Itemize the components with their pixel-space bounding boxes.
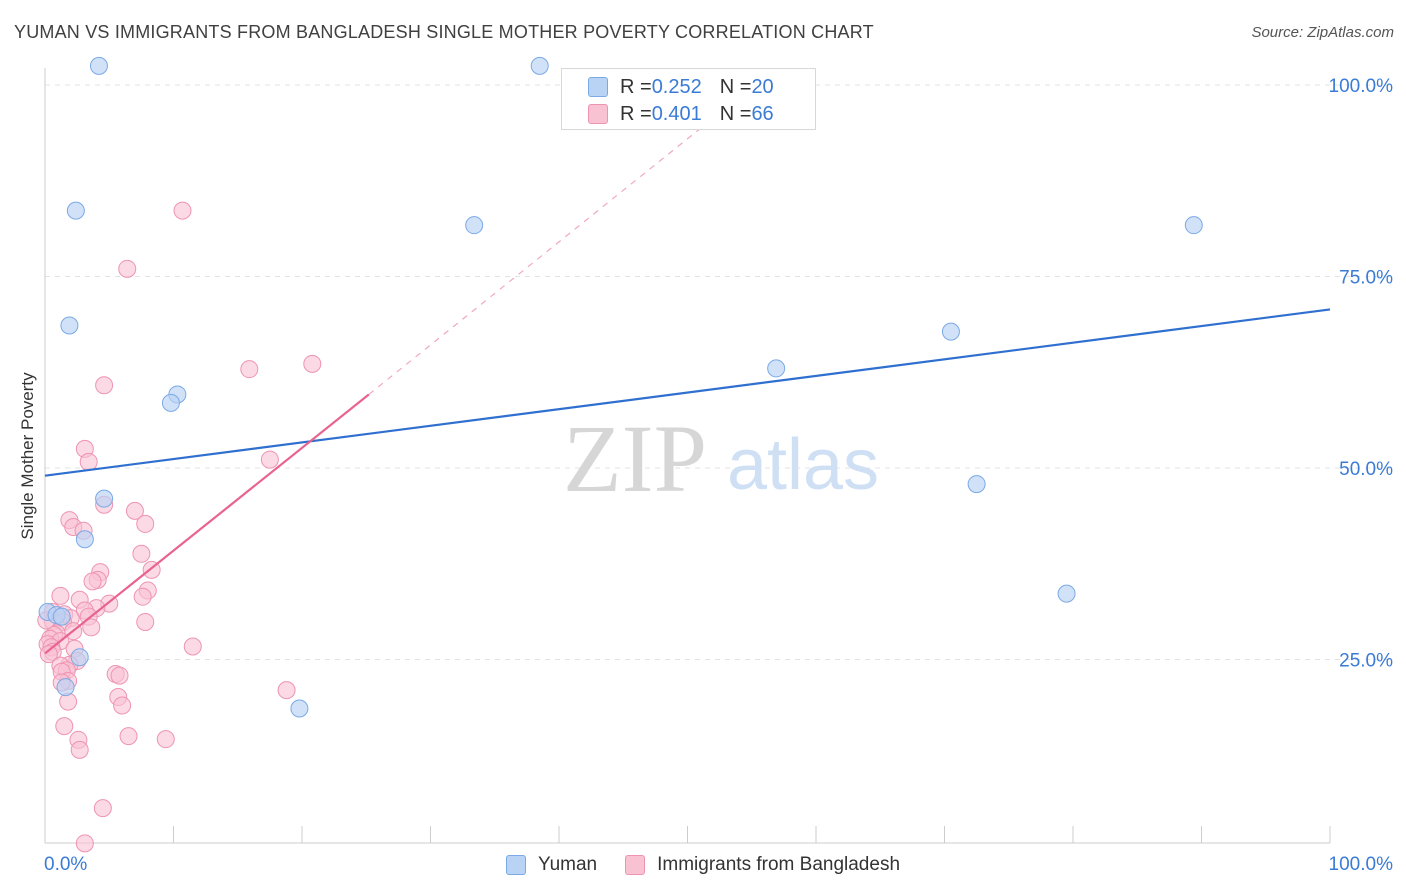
stats-legend: R = 0.252 N = 20 R = 0.401 N = 66 bbox=[561, 68, 816, 130]
bangladesh-point bbox=[156, 730, 175, 749]
yuman-n-value: 20 bbox=[751, 75, 774, 98]
y-tick-label: 100.0% bbox=[1329, 76, 1394, 97]
legend-bangladesh-swatch bbox=[625, 855, 646, 875]
bangladesh-point bbox=[55, 717, 74, 736]
tick-labels: 25.0% 50.0% 75.0% 100.0% 0.0% 100.0% bbox=[44, 76, 1393, 875]
yuman-point bbox=[52, 607, 71, 626]
yuman-point bbox=[161, 393, 180, 412]
bangladesh-point bbox=[83, 572, 102, 591]
bangladesh-point bbox=[110, 666, 129, 685]
bangladesh-point bbox=[136, 514, 155, 533]
y-tick-label: 25.0% bbox=[1339, 651, 1393, 672]
yuman-point bbox=[967, 475, 986, 494]
series-bangladesh-points bbox=[37, 201, 322, 853]
bangladesh-swatch bbox=[588, 104, 608, 124]
series-yuman-points bbox=[38, 56, 1203, 718]
bangladesh-r-label: R = bbox=[620, 102, 652, 125]
yuman-r-label: R = bbox=[620, 75, 652, 98]
bangladesh-point bbox=[277, 681, 296, 700]
bangladesh-point bbox=[95, 376, 114, 395]
x-tick-label: 0.0% bbox=[44, 854, 87, 875]
yuman-point bbox=[95, 489, 114, 508]
y-axis-label: Single Mother Poverty bbox=[18, 372, 37, 540]
yuman-point bbox=[75, 530, 94, 549]
bangladesh-point bbox=[118, 259, 137, 278]
bangladesh-point bbox=[260, 450, 279, 469]
legend-row-yuman: R = 0.252 N = 20 bbox=[562, 74, 774, 100]
legend-item-yuman: Yuman bbox=[505, 854, 598, 876]
bangladesh-n-value: 66 bbox=[751, 102, 774, 125]
yuman-trend-line bbox=[44, 308, 1331, 477]
series-legend: Yuman Immigrants from Bangladesh bbox=[0, 851, 1406, 879]
source-label: Source: ZipAtlas.com bbox=[1251, 24, 1394, 41]
chart-title: YUMAN VS IMMIGRANTS FROM BANGLADESH SING… bbox=[14, 22, 874, 42]
yuman-point bbox=[89, 56, 108, 75]
bangladesh-point bbox=[119, 727, 138, 746]
axes bbox=[44, 68, 1331, 844]
yuman-point bbox=[56, 678, 75, 697]
bangladesh-point bbox=[82, 618, 101, 637]
bangladesh-point bbox=[133, 587, 152, 606]
yuman-point bbox=[60, 316, 79, 335]
legend-yuman-swatch bbox=[505, 855, 526, 875]
bangladesh-point bbox=[79, 452, 98, 471]
bangladesh-n-label: N = bbox=[719, 102, 752, 125]
bangladesh-point bbox=[113, 696, 132, 715]
bangladesh-point bbox=[125, 501, 144, 520]
legend-item-bangladesh: Immigrants from Bangladesh bbox=[625, 854, 900, 876]
yuman-point bbox=[66, 201, 85, 220]
yuman-point bbox=[530, 56, 549, 75]
yuman-point bbox=[767, 359, 786, 378]
bangladesh-point bbox=[173, 201, 192, 220]
bangladesh-point bbox=[240, 360, 259, 379]
bangladesh-trend-extension bbox=[368, 122, 708, 395]
bangladesh-point bbox=[39, 645, 58, 664]
yuman-r-value: 0.252 bbox=[651, 75, 702, 98]
bangladesh-r-value: 0.401 bbox=[651, 102, 702, 125]
yuman-point bbox=[465, 216, 484, 235]
bangladesh-point bbox=[136, 612, 155, 631]
yuman-point bbox=[70, 648, 89, 667]
trend-lines bbox=[44, 122, 1331, 655]
bangladesh-point bbox=[183, 637, 202, 656]
yuman-swatch bbox=[588, 77, 608, 97]
yuman-n-label: N = bbox=[719, 75, 752, 98]
bangladesh-trend-line bbox=[44, 393, 370, 655]
watermark-zip: ZIP bbox=[563, 405, 707, 512]
y-tick-label: 50.0% bbox=[1339, 459, 1393, 480]
bangladesh-point bbox=[70, 740, 89, 759]
yuman-point bbox=[941, 322, 960, 341]
bangladesh-point bbox=[51, 586, 70, 605]
y-tick-label: 75.0% bbox=[1339, 268, 1393, 289]
watermark-atlas: atlas bbox=[727, 425, 879, 505]
legend-row-bangladesh: R = 0.401 N = 66 bbox=[562, 101, 774, 127]
watermark: ZIP atlas bbox=[563, 405, 879, 512]
bangladesh-point bbox=[303, 354, 322, 373]
bangladesh-point bbox=[132, 544, 151, 563]
legend-bangladesh-label: Immigrants from Bangladesh bbox=[657, 854, 901, 875]
yuman-point bbox=[290, 699, 309, 718]
bangladesh-point bbox=[93, 799, 112, 818]
yuman-point bbox=[1057, 584, 1076, 603]
x-tick-label: 100.0% bbox=[1329, 854, 1394, 875]
yuman-point bbox=[1184, 216, 1203, 235]
bangladesh-point bbox=[75, 834, 94, 853]
legend-yuman-label: Yuman bbox=[537, 854, 598, 875]
